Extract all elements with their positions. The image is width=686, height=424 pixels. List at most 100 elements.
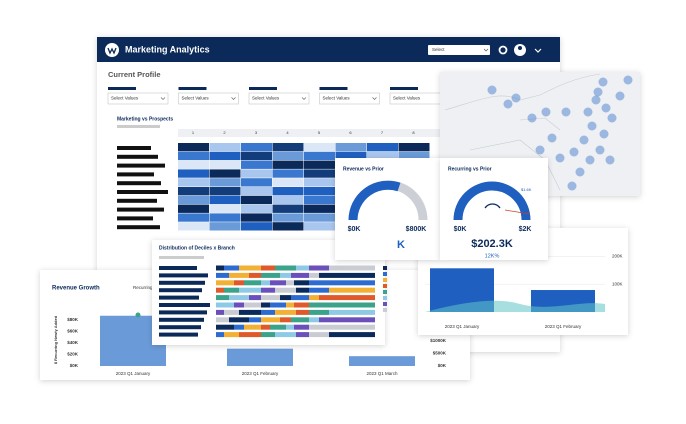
map-point bbox=[591, 95, 601, 105]
gauge-target: $1.6K bbox=[521, 187, 532, 192]
y-tick-label: $0K bbox=[70, 363, 79, 368]
heatmap-cell bbox=[178, 195, 209, 205]
distribution-segment bbox=[280, 272, 291, 278]
filter-label-bar bbox=[178, 87, 207, 90]
heatmap-cell bbox=[209, 178, 241, 187]
map-point bbox=[598, 77, 608, 87]
legend-swatch bbox=[383, 296, 387, 300]
distribution-segment bbox=[309, 332, 329, 338]
distribution-segment bbox=[249, 295, 261, 301]
heatmap-row-label bbox=[117, 172, 154, 177]
y-axis-label: $ Recurring Newly Added bbox=[53, 315, 58, 364]
heatmap-cell bbox=[398, 151, 430, 161]
heatmap-cell bbox=[272, 169, 304, 178]
distribution-segment bbox=[270, 280, 286, 286]
heatmap-header-bg bbox=[178, 129, 440, 137]
distribution-segment bbox=[270, 324, 286, 330]
filter-select-box[interactable] bbox=[248, 92, 310, 105]
heatmap-cell bbox=[304, 204, 335, 213]
map-point bbox=[511, 93, 521, 103]
y-tick-label: 100K bbox=[612, 281, 623, 286]
filter-select-box[interactable] bbox=[178, 92, 239, 105]
heatmap-column-label: 1 bbox=[192, 130, 195, 135]
heatmap-cell bbox=[178, 204, 209, 213]
x-tick-label: 2023 Q1 March bbox=[366, 371, 398, 376]
legend-swatch bbox=[383, 290, 387, 294]
filter-label-bar bbox=[390, 87, 418, 90]
heatmap-column-label: 3 bbox=[255, 130, 258, 135]
filter-select-label: Select Values bbox=[323, 96, 351, 101]
legend-swatch bbox=[383, 278, 387, 282]
distribution-row-label bbox=[159, 303, 210, 307]
map-point bbox=[535, 145, 545, 155]
gauge-max: $800K bbox=[406, 226, 427, 233]
filter-select-box[interactable] bbox=[107, 92, 169, 105]
heatmap-cell bbox=[178, 178, 209, 187]
bar bbox=[227, 348, 293, 366]
distribution-segment bbox=[291, 317, 309, 323]
distribution-row-label bbox=[159, 295, 199, 300]
chart-title: Revenue Growth bbox=[52, 286, 100, 292]
filter-select-label: Select Values bbox=[393, 96, 421, 101]
map-point bbox=[567, 181, 577, 191]
distribution-segment bbox=[239, 309, 261, 315]
distribution-segment bbox=[280, 295, 291, 301]
settings-icon[interactable] bbox=[498, 45, 508, 55]
heatmap-cell bbox=[209, 151, 241, 161]
distribution-row-label bbox=[159, 317, 204, 322]
map-point bbox=[541, 107, 551, 117]
distribution-segment bbox=[261, 302, 270, 308]
distribution-segment bbox=[291, 295, 309, 301]
distribution-segment bbox=[216, 287, 224, 293]
heatmap-cell bbox=[272, 222, 304, 231]
heatmap-cell bbox=[304, 151, 335, 161]
heatmap-cell bbox=[178, 169, 209, 178]
filter-select-label: Select Values bbox=[252, 96, 280, 101]
distribution-row-label bbox=[159, 325, 201, 330]
distribution-segment bbox=[309, 295, 319, 301]
heatmap-title: Marketing vs Prospects bbox=[117, 116, 173, 122]
y2-tick-label: $500K bbox=[433, 351, 447, 356]
legend-swatch bbox=[383, 302, 387, 306]
distribution-segment bbox=[270, 302, 286, 308]
distribution-segment bbox=[309, 317, 319, 323]
header-select-label: Select bbox=[432, 47, 445, 52]
heatmap-cell bbox=[304, 178, 335, 187]
menu-chevron[interactable] bbox=[534, 48, 542, 53]
distribution-segment bbox=[261, 265, 275, 271]
heatmap-cell bbox=[241, 169, 272, 178]
heatmap-cell bbox=[272, 195, 304, 205]
heatmap-cell bbox=[178, 151, 209, 161]
heatmap-cell bbox=[272, 151, 304, 161]
filter-select-box[interactable] bbox=[319, 92, 380, 105]
filter-select-label: Select Values bbox=[111, 96, 139, 101]
gauge-title: Recurring vs Prior bbox=[448, 166, 492, 172]
distribution-segment bbox=[329, 265, 375, 271]
distribution-segment bbox=[239, 287, 261, 293]
heatmap-column-label: 6 bbox=[349, 130, 352, 135]
x-tick-label: 2023 Q1 February bbox=[242, 371, 279, 376]
heatmap-cell bbox=[209, 204, 241, 213]
distribution-segment bbox=[234, 280, 244, 286]
heatmap-cell bbox=[241, 204, 272, 213]
heatmap-cell bbox=[272, 187, 304, 196]
distribution-row-label bbox=[159, 266, 197, 270]
gauge-needle bbox=[504, 209, 531, 215]
header-select[interactable] bbox=[428, 45, 490, 55]
app-title: Marketing Analytics bbox=[125, 44, 210, 54]
gauge-value: K bbox=[397, 239, 405, 251]
filter-label-bar bbox=[108, 87, 136, 90]
map-point bbox=[623, 75, 633, 85]
heatmap-column-label: 8 bbox=[412, 130, 415, 135]
distribution-segment bbox=[319, 272, 375, 278]
heatmap-cell bbox=[304, 213, 335, 222]
gauge-max: $2K bbox=[519, 226, 532, 233]
heatmap-row-label bbox=[117, 198, 157, 203]
heatmap-cell bbox=[241, 160, 272, 169]
distribution-segment bbox=[224, 287, 239, 293]
heatmap-cell bbox=[209, 213, 241, 222]
gauge-min: $0K bbox=[454, 226, 467, 233]
distribution-segment bbox=[261, 287, 275, 293]
user-head bbox=[518, 46, 522, 50]
heatmap-cell bbox=[304, 169, 335, 178]
